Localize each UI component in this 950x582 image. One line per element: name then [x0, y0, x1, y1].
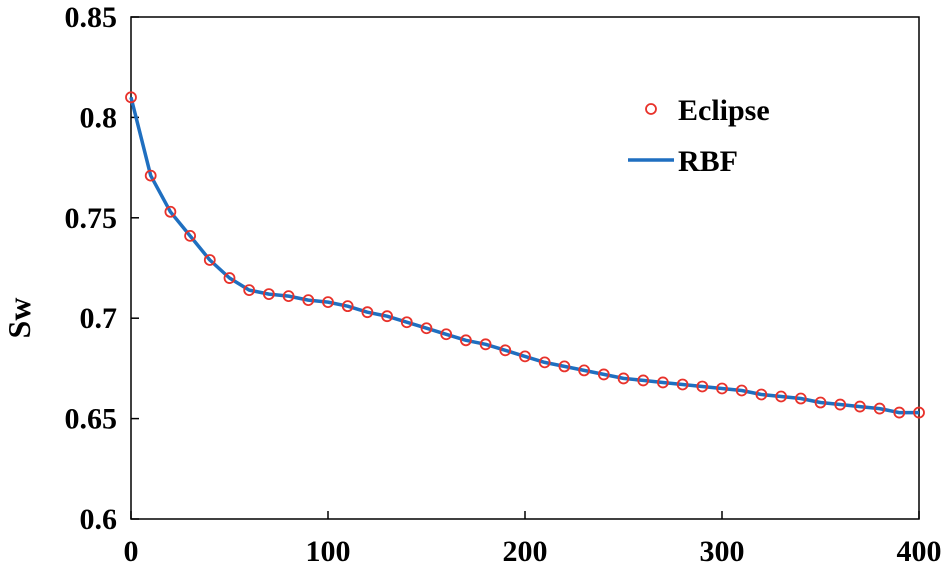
series-eclipse-point — [125, 91, 137, 104]
series-eclipse-point — [716, 382, 728, 395]
series-eclipse-point — [893, 406, 906, 419]
x-tick-label: 0 — [124, 535, 139, 568]
series-eclipse-point — [538, 356, 551, 369]
legend: Eclipse RBF — [628, 94, 770, 178]
series-eclipse-point — [381, 310, 394, 323]
series-eclipse-point — [873, 402, 886, 415]
x-tick-label: 300 — [700, 535, 745, 568]
y-tick-label: 0.7 — [80, 302, 118, 335]
series-eclipse-point — [913, 406, 925, 419]
series-eclipse-point — [164, 205, 177, 218]
series-eclipse-point — [617, 372, 630, 385]
series-eclipse-point — [558, 360, 571, 373]
series-rbf-line — [129, 96, 919, 415]
series-eclipse-point — [223, 272, 236, 284]
series-eclipse-point — [676, 378, 689, 391]
x-tick-label: 100 — [306, 535, 351, 568]
legend-rbf-label: RBF — [678, 145, 738, 178]
series-eclipse-point — [243, 284, 256, 296]
plot-area-frame — [130, 16, 920, 520]
series-eclipse-point — [794, 392, 807, 405]
series-eclipse-point — [203, 254, 216, 266]
series-eclipse-point — [775, 390, 787, 403]
y-tick-label: 0.8 — [80, 101, 118, 134]
series-eclipse-point — [657, 376, 669, 389]
series-eclipse-point — [144, 169, 157, 182]
series-eclipse-point — [854, 400, 866, 413]
series-eclipse-point — [696, 380, 709, 393]
series-eclipse-point — [578, 364, 590, 377]
x-tick-label: 200 — [503, 535, 548, 568]
series-eclipse-point — [341, 300, 354, 313]
y-tick-label: 0.6 — [80, 503, 118, 536]
series-eclipse-point — [302, 294, 315, 307]
series-eclipse-point — [262, 288, 275, 301]
x-tick-label: 400 — [897, 535, 942, 568]
series-eclipse-point — [755, 388, 768, 401]
legend-eclipse-label: Eclipse — [678, 94, 770, 127]
series-eclipse-point — [479, 338, 492, 351]
series-eclipse-point — [735, 384, 748, 397]
y-axis-title: Sw — [1, 298, 37, 339]
series-eclipse-point — [597, 368, 610, 381]
series-eclipse-point — [282, 290, 295, 303]
series-eclipse-point — [184, 229, 197, 242]
series-eclipse-point — [459, 334, 472, 347]
legend-eclipse-marker — [645, 103, 657, 115]
y-tick-label: 0.85 — [65, 1, 118, 34]
x-axis-ticks: 0 100 200 300 400 — [124, 511, 942, 568]
series-eclipse-point — [361, 306, 374, 319]
series-eclipse-point — [834, 398, 847, 411]
y-axis-ticks: 0.6 0.65 0.7 0.75 0.8 0.85 — [65, 1, 139, 536]
series-eclipse-point — [420, 322, 433, 335]
series-eclipse-point — [400, 316, 413, 329]
series-eclipse-point — [440, 328, 453, 341]
series-eclipse-point — [637, 374, 650, 387]
series-eclipse-point — [499, 344, 512, 357]
series-eclipse-point — [814, 396, 827, 409]
series-eclipse-point — [322, 296, 334, 309]
series-layer — [125, 91, 925, 419]
series-eclipse-point — [519, 350, 531, 363]
y-tick-label: 0.65 — [65, 403, 118, 436]
y-tick-label: 0.75 — [65, 202, 118, 235]
